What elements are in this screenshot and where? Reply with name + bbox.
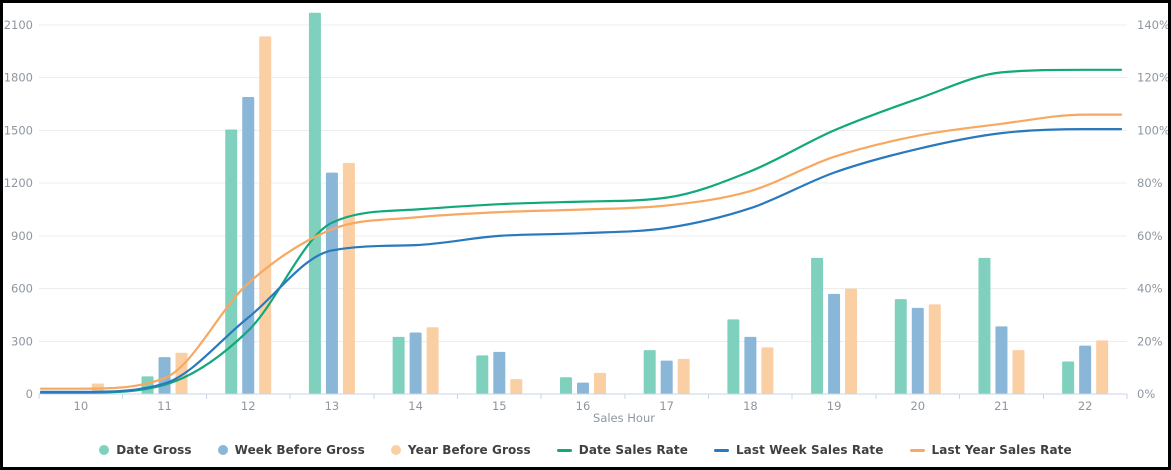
bar-year-before-gross-12: [259, 36, 272, 394]
x-axis-label: 17: [659, 399, 674, 413]
x-axis-label: 18: [743, 399, 758, 413]
bar-week-before-gross-12: [242, 97, 255, 394]
x-axis-title: Sales Hour: [593, 411, 655, 425]
x-axis-label: 22: [1078, 399, 1093, 413]
x-axis-label: 14: [408, 399, 423, 413]
y-axis-left-label: 1500: [4, 123, 33, 137]
line-marker-icon: [713, 448, 729, 452]
x-axis-label: 19: [827, 399, 842, 413]
bar-year-before-gross-22: [1096, 340, 1109, 394]
bar-week-before-gross-19: [828, 293, 841, 394]
x-axis-label: 11: [157, 399, 172, 413]
legend-label: Last Year Sales Rate: [931, 443, 1072, 457]
bar-date-gross-14: [392, 336, 405, 394]
bar-date-gross-15: [476, 355, 489, 394]
line-date-sales-rate: [39, 68, 1123, 394]
y-axis-left-label: 0: [26, 387, 33, 401]
bar-week-before-gross-20: [911, 307, 924, 394]
y-axis-right-label: 140%: [1137, 18, 1170, 32]
y-axis-right-label: 40%: [1137, 282, 1163, 296]
bar-date-gross-20: [894, 299, 907, 394]
legend-item-date-sales-rate[interactable]: Date Sales Rate: [556, 443, 688, 457]
bar-year-before-gross-21: [1012, 350, 1025, 394]
legend-item-last-week-sales-rate[interactable]: Last Week Sales Rate: [713, 443, 884, 457]
bar-date-gross-13: [308, 12, 321, 395]
y-axis-right-label: 0%: [1137, 387, 1155, 401]
legend-item-last-year-sales-rate[interactable]: Last Year Sales Rate: [909, 443, 1072, 457]
line-marker-icon: [909, 448, 925, 452]
y-axis-left-label: 900: [11, 229, 33, 243]
bar-week-before-gross-13: [325, 172, 338, 394]
x-axis-label: 16: [576, 399, 591, 413]
y-axis-left-label: 300: [11, 334, 33, 348]
bar-week-before-gross-22: [1079, 345, 1092, 394]
line-marker-icon: [556, 448, 572, 452]
circle-marker-icon: [217, 445, 228, 455]
legend-item-week-before-gross[interactable]: Week Before Gross: [217, 443, 365, 457]
bar-year-before-gross-14: [426, 327, 439, 394]
bar-year-before-gross-15: [510, 379, 523, 394]
y-axis-right-label: 100%: [1137, 123, 1170, 137]
x-axis-label: 15: [492, 399, 507, 413]
legend-label: Year Before Gross: [407, 443, 531, 457]
bar-date-gross-16: [560, 377, 572, 394]
y-axis-right-label: 20%: [1137, 334, 1163, 348]
bar-week-before-gross-21: [995, 326, 1008, 394]
legend-item-date-gross[interactable]: Date Gross: [99, 443, 192, 457]
y-axis-right-label: 120%: [1137, 71, 1170, 85]
line-last-year-sales-rate: [39, 113, 1123, 390]
x-axis-label: 20: [910, 399, 925, 413]
bar-date-gross-18: [727, 319, 740, 394]
bar-year-before-gross-20: [928, 304, 941, 394]
legend-label: Date Sales Rate: [578, 443, 688, 457]
bar-year-before-gross-17: [677, 358, 690, 394]
bar-date-gross-12: [225, 129, 238, 394]
y-axis-right-label: 80%: [1137, 176, 1163, 190]
bar-week-before-gross-16: [577, 382, 589, 394]
y-axis-left-label: 1200: [4, 176, 33, 190]
legend-label: Date Gross: [116, 443, 192, 457]
bar-date-gross-19: [811, 257, 824, 394]
bar-week-before-gross-18: [744, 336, 757, 394]
bar-week-before-gross-15: [493, 351, 506, 394]
y-axis-right-label: 60%: [1137, 229, 1163, 243]
x-axis-label: 13: [325, 399, 340, 413]
y-axis-left-label: 1800: [4, 71, 33, 85]
bar-year-before-gross-13: [342, 162, 355, 394]
circle-marker-icon: [99, 445, 110, 455]
line-last-week-sales-rate: [39, 127, 1123, 394]
legend-label: Last Week Sales Rate: [735, 443, 884, 457]
y-axis-left-label: 600: [11, 282, 33, 296]
sales-combo-chart: 0 300 600 900 1200 1500 1800 2100 0% 20% 40% 60% 80%…: [4, 12, 1170, 425]
x-axis-label: 10: [74, 399, 89, 413]
bar-date-gross-21: [978, 257, 991, 394]
bar-week-before-gross-14: [409, 332, 422, 394]
legend: Date Gross Week Before Gross Year Before G…: [3, 443, 1168, 457]
x-axis-label: 12: [241, 399, 256, 413]
x-axis-label: 21: [994, 399, 1009, 413]
legend-label: Week Before Gross: [234, 443, 365, 457]
y-axis-left-label: 2100: [4, 18, 33, 32]
bar-year-before-gross-16: [594, 372, 606, 394]
bar-year-before-gross-19: [845, 288, 858, 394]
legend-item-year-before-gross[interactable]: Year Before Gross: [390, 443, 531, 457]
bar-week-before-gross-17: [660, 360, 673, 394]
circle-marker-icon: [390, 445, 401, 455]
bar-date-gross-17: [643, 350, 656, 394]
bar-year-before-gross-18: [761, 347, 774, 394]
bar-date-gross-22: [1062, 361, 1075, 394]
